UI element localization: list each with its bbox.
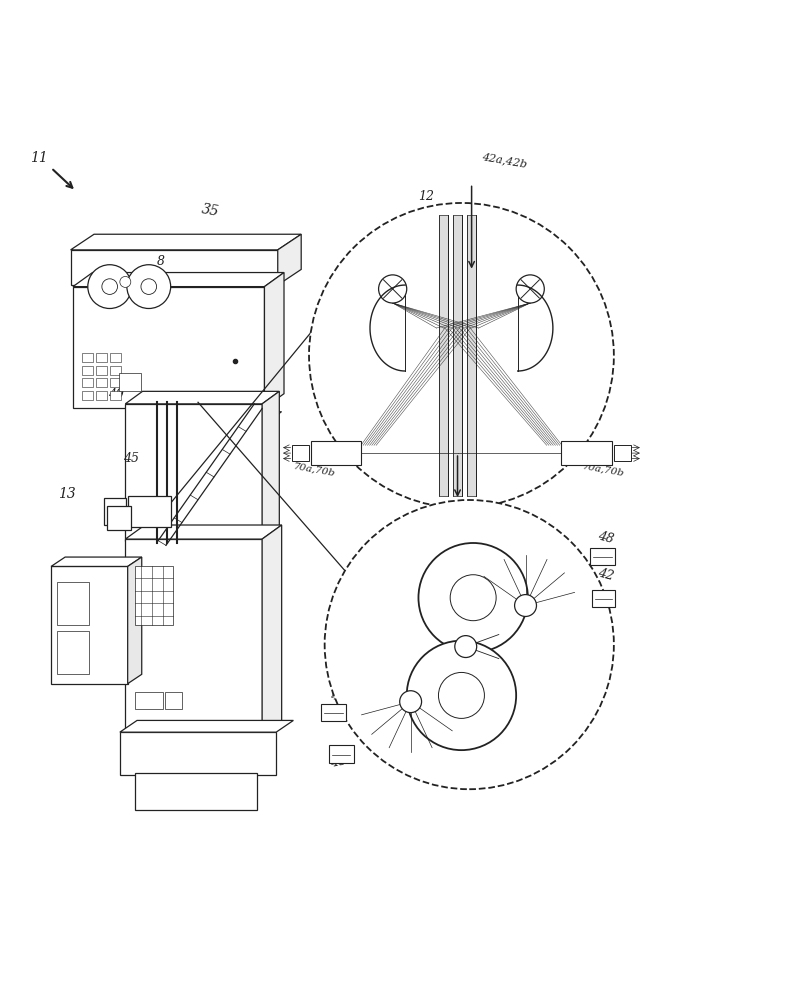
- Bar: [292, 445, 309, 461]
- Bar: [82, 366, 93, 375]
- Circle shape: [438, 672, 484, 718]
- Bar: [136, 566, 173, 625]
- Circle shape: [400, 691, 422, 713]
- Bar: [96, 353, 107, 362]
- Text: 71: 71: [353, 279, 370, 292]
- Polygon shape: [196, 720, 282, 734]
- Polygon shape: [262, 391, 280, 541]
- Bar: [614, 445, 631, 461]
- Text: 72: 72: [338, 376, 354, 389]
- Circle shape: [120, 276, 131, 287]
- Polygon shape: [278, 234, 301, 285]
- Bar: [165, 692, 182, 709]
- Text: 42a,42b: 42a,42b: [481, 151, 528, 169]
- Bar: [311, 441, 361, 465]
- Bar: [104, 498, 126, 525]
- Bar: [128, 496, 171, 527]
- Bar: [111, 353, 122, 362]
- Text: 35: 35: [201, 202, 220, 219]
- Text: 71: 71: [554, 279, 570, 292]
- Bar: [126, 539, 262, 734]
- Polygon shape: [70, 234, 301, 250]
- Text: 48: 48: [596, 529, 615, 546]
- Bar: [96, 378, 107, 387]
- Bar: [592, 590, 615, 607]
- Circle shape: [455, 636, 476, 658]
- Bar: [119, 373, 141, 391]
- Bar: [120, 732, 276, 775]
- Bar: [136, 773, 257, 810]
- Bar: [589, 548, 615, 565]
- Circle shape: [378, 275, 407, 303]
- Polygon shape: [262, 525, 282, 734]
- Text: 70a,70b: 70a,70b: [293, 462, 337, 478]
- Bar: [439, 215, 448, 496]
- Circle shape: [516, 275, 544, 303]
- Text: 72: 72: [569, 376, 585, 389]
- Bar: [136, 692, 163, 709]
- Text: 49: 49: [108, 388, 124, 401]
- Bar: [230, 426, 246, 734]
- Circle shape: [309, 203, 614, 508]
- Bar: [562, 441, 611, 465]
- Bar: [111, 378, 122, 387]
- Circle shape: [450, 575, 496, 621]
- Text: 11: 11: [31, 151, 48, 165]
- Circle shape: [514, 595, 536, 616]
- Bar: [96, 391, 107, 400]
- Polygon shape: [158, 404, 262, 545]
- Bar: [111, 391, 122, 400]
- Bar: [51, 566, 128, 684]
- Polygon shape: [73, 273, 284, 287]
- Text: 70a,70b: 70a,70b: [582, 462, 626, 478]
- Text: 42: 42: [494, 615, 510, 628]
- Text: 48: 48: [589, 595, 608, 612]
- Circle shape: [407, 641, 516, 750]
- Bar: [329, 745, 354, 763]
- Text: 45: 45: [122, 452, 139, 465]
- Polygon shape: [126, 391, 280, 404]
- Circle shape: [419, 543, 528, 652]
- Polygon shape: [51, 557, 141, 566]
- Bar: [107, 506, 131, 530]
- Bar: [82, 378, 93, 387]
- Circle shape: [141, 279, 156, 294]
- Bar: [82, 353, 93, 362]
- Bar: [321, 704, 346, 721]
- Text: 48: 48: [329, 688, 347, 703]
- Bar: [213, 426, 228, 734]
- Bar: [126, 404, 262, 541]
- Bar: [468, 215, 476, 496]
- Bar: [58, 582, 88, 625]
- Text: 42: 42: [335, 661, 353, 677]
- Bar: [96, 366, 107, 375]
- Polygon shape: [196, 412, 282, 426]
- Circle shape: [325, 500, 614, 789]
- Circle shape: [102, 279, 118, 294]
- Bar: [247, 426, 263, 734]
- Bar: [82, 391, 93, 400]
- Polygon shape: [120, 720, 293, 732]
- Bar: [196, 426, 211, 734]
- Bar: [111, 366, 122, 375]
- Text: 12: 12: [418, 190, 435, 203]
- Text: 8: 8: [156, 255, 164, 268]
- Circle shape: [88, 265, 132, 308]
- Polygon shape: [265, 273, 284, 408]
- Polygon shape: [128, 557, 141, 684]
- Bar: [73, 287, 265, 408]
- Polygon shape: [126, 525, 282, 539]
- Text: 48: 48: [329, 754, 347, 770]
- Bar: [70, 250, 278, 285]
- Bar: [58, 631, 88, 674]
- Text: 42: 42: [596, 566, 615, 583]
- Text: 13: 13: [58, 487, 76, 501]
- Bar: [453, 215, 462, 496]
- Circle shape: [127, 265, 171, 308]
